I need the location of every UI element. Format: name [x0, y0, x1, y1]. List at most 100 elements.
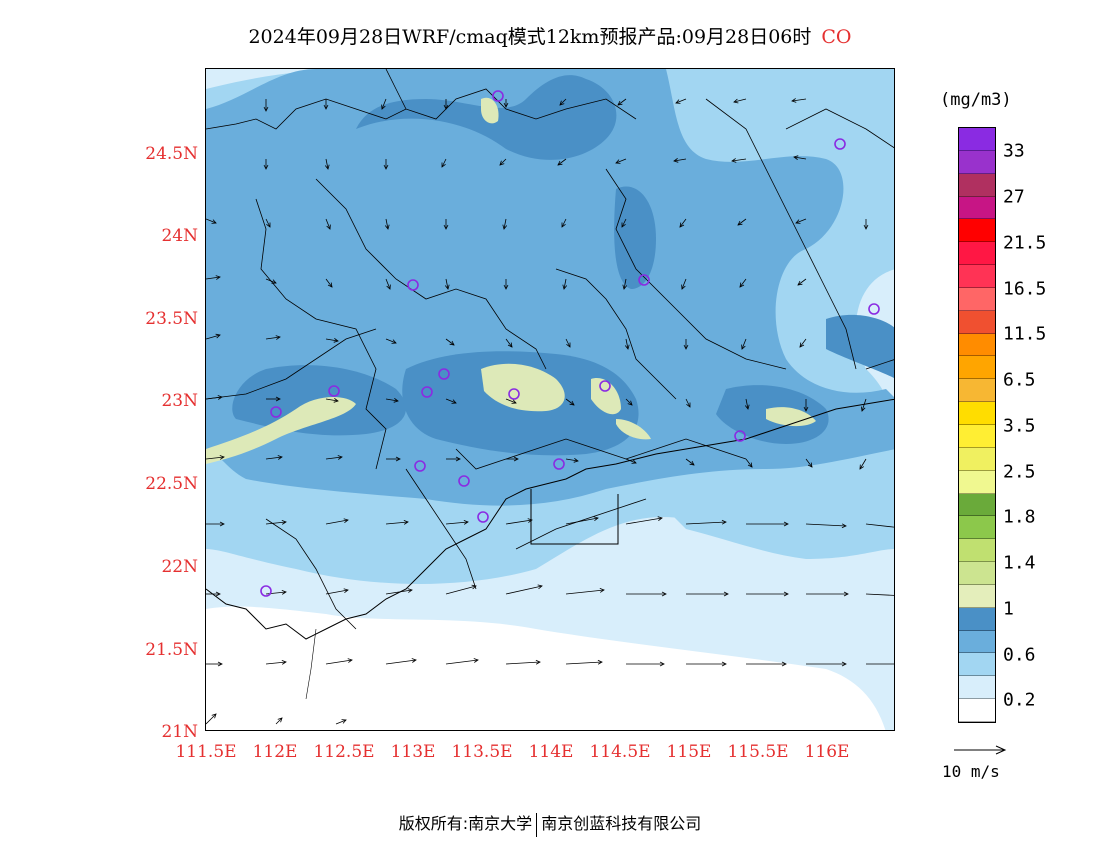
wind-arrow [325, 278, 333, 288]
legend-swatch [959, 539, 995, 563]
wind-arrowhead [783, 521, 789, 527]
wind-arrowhead [263, 106, 269, 112]
wind-arrowhead [863, 224, 869, 230]
wind-arrowhead [859, 464, 864, 470]
wind-arrowhead [860, 406, 866, 412]
wind-arrowhead [615, 159, 621, 164]
wind-arrow [206, 713, 217, 725]
station-marker [414, 460, 426, 472]
wind-arrow [859, 458, 867, 470]
wind-arrowhead [566, 342, 571, 348]
concentration-map [206, 69, 894, 730]
zone-green-4 [766, 407, 816, 427]
station-marker [734, 430, 746, 442]
wind-arrowhead [562, 284, 568, 290]
station-marker [438, 368, 450, 380]
wind-arrowhead [679, 222, 685, 228]
wind-arrowhead [841, 661, 847, 667]
x-label-112: 112E [252, 742, 298, 762]
wind-arrowhead [686, 402, 691, 408]
x-label-113-5: 113.5E [451, 742, 513, 762]
y-label-21-5: 21.5N [145, 640, 198, 660]
map-title: 2024年09月28日WRF/cmaq模式12km预报产品:09月28日06时 C… [0, 22, 1100, 49]
wind-arrowhead [217, 661, 223, 667]
legend-swatch [959, 447, 995, 471]
wind-arrowhead [266, 222, 271, 228]
wind-arrowhead [386, 284, 391, 290]
wind-arrowhead [217, 395, 223, 400]
station-marker [421, 386, 433, 398]
station-marker [458, 475, 470, 487]
wind-arrowhead [444, 284, 450, 290]
wind-arrow [741, 338, 747, 350]
legend-swatch [959, 470, 995, 494]
wind-reference-label: 10 m/s [942, 762, 1000, 781]
wind-arrowhead [741, 344, 746, 350]
wind-arrowhead [219, 455, 225, 460]
wind-arrow [685, 398, 691, 408]
wind-arrow [505, 338, 513, 348]
wind-arrow [385, 338, 397, 344]
wind-arrowhead [793, 155, 799, 160]
wind-arrowhead [277, 717, 283, 723]
wind-arrowhead [383, 164, 389, 170]
wind-arrowhead [507, 342, 513, 348]
wind-arrowhead [841, 523, 847, 529]
wind-arrow [206, 276, 221, 280]
wind-arrow [445, 521, 469, 525]
map-panel [205, 68, 895, 731]
wind-arrow [797, 278, 807, 286]
wind-arrowhead [783, 591, 789, 597]
legend-label-0-2: 0.2 [1003, 689, 1036, 711]
wind-arrow [795, 218, 807, 224]
wind-arrowhead [661, 591, 667, 597]
legend-swatch [959, 333, 995, 357]
wind-arrowhead [624, 344, 630, 350]
wind-arrow [445, 585, 477, 595]
species-label: CO [821, 26, 852, 48]
wind-arrow [505, 519, 533, 525]
wind-arrow [385, 218, 389, 230]
wind-arrowhead [795, 219, 801, 224]
copyright-left: 版权所有:南京大学 [398, 814, 533, 833]
wind-arrow [625, 338, 629, 350]
wind-arrow [206, 396, 223, 400]
legend-swatch [959, 128, 995, 151]
admin-boundaries [206, 69, 894, 630]
wind-arrowhead [323, 104, 329, 110]
wind-arrow [561, 218, 567, 228]
wind-arrowhead [215, 275, 221, 280]
title-text: 2024年09月28日WRF/cmaq模式12km预报产品:09月28日06时 [248, 26, 812, 48]
wind-arrowhead [737, 220, 743, 226]
legend-swatch [959, 196, 995, 220]
wind-arrowhead [455, 456, 461, 462]
zone-dark-6 [826, 314, 894, 379]
zone-green-5 [481, 97, 499, 124]
wind-arrowhead [511, 399, 517, 404]
wind-reference-arrow [954, 745, 1007, 755]
legend-label-33: 33 [1003, 140, 1025, 162]
x-label-112-5: 112.5E [313, 742, 375, 762]
station-marker [508, 388, 520, 400]
wind-arrowhead [803, 406, 809, 412]
wind-arrowhead [395, 456, 401, 462]
legend-label-21-5: 21.5 [1003, 232, 1047, 254]
y-label-23-5: 23.5N [145, 309, 198, 329]
x-label-111-5: 111.5E [175, 742, 237, 762]
wind-arrowhead [381, 104, 386, 110]
wind-arrowhead [559, 100, 565, 106]
wind-arrow [861, 398, 867, 412]
monitoring-stations [260, 90, 880, 597]
x-label-115: 115E [666, 742, 712, 762]
y-label-22-5: 22.5N [145, 474, 198, 494]
wind-arrowhead [215, 591, 221, 597]
wind-arrowhead [324, 164, 330, 170]
station-marker [599, 380, 611, 392]
y-label-24: 24N [161, 226, 198, 246]
wind-arrow [805, 458, 813, 468]
wind-arrow [445, 278, 449, 290]
wind-arrow [799, 338, 807, 348]
legend-swatch [959, 356, 995, 380]
legend-swatch [959, 150, 995, 174]
wind-arrowhead [384, 224, 390, 230]
